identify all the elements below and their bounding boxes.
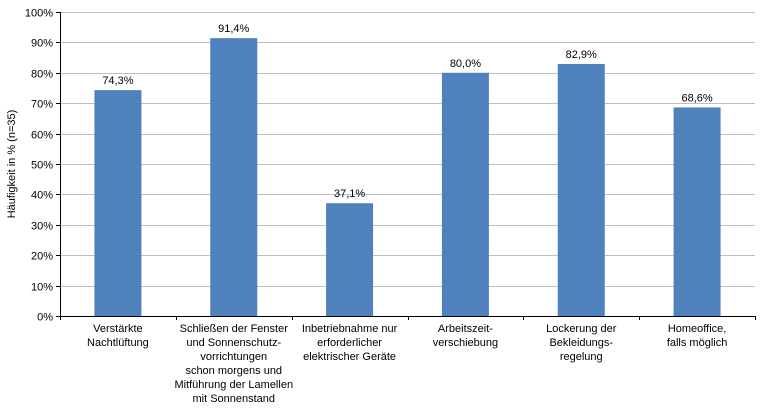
y-tick-label: 0% [37, 312, 53, 324]
data-label: 37,1% [334, 188, 365, 200]
y-tick-label: 60% [31, 130, 53, 142]
y-axis-title: Häufigkeit in % (n=35) [6, 110, 18, 219]
category-label: Homeoffice, falls möglich [667, 323, 728, 349]
data-label: 82,9% [566, 49, 597, 61]
bar [94, 90, 142, 317]
y-tick-label: 10% [31, 282, 53, 294]
data-label: 91,4% [218, 23, 249, 35]
x-axis-categories: Verstärkte Nachtlüftung Schließen der Fens… [60, 316, 756, 405]
data-labels: 74,3% 91,4% 37,1% 80,0% 82,9% 68,6% [102, 23, 713, 200]
bars [94, 38, 721, 317]
bar [557, 63, 605, 316]
y-tick-label: 70% [31, 99, 53, 111]
data-label: 74,3% [102, 75, 133, 87]
bar [210, 38, 258, 316]
y-tick-label: 50% [31, 160, 53, 172]
bar [441, 72, 489, 316]
y-axis-ticks: 0% 10% 20% 30% 40% 50% 60% 70% 80% 90% 100% [25, 8, 60, 324]
category-label: Arbeitszeit-verschiebung [433, 323, 498, 349]
bar [673, 107, 721, 317]
y-tick-label: 30% [31, 221, 53, 233]
y-tick-label: 80% [31, 69, 53, 81]
gridlines [60, 12, 755, 287]
y-tick-label: 20% [31, 251, 53, 263]
data-label: 68,6% [681, 92, 712, 104]
category-label: Schließen der Fenster und Sonnenschutz-vo… [174, 323, 293, 405]
category-label: Inbetriebnahme nur erforderlicher elektris… [302, 323, 398, 363]
y-tick-label: 40% [31, 190, 53, 202]
category-label: Verstärkte Nachtlüftung [87, 323, 149, 349]
bar [326, 203, 374, 316]
category-label: Lockerung der Bekleidungs-regelung [546, 323, 617, 363]
y-tick-label: 90% [31, 38, 53, 50]
y-tick-label: 100% [25, 8, 53, 20]
data-label: 80,0% [450, 58, 481, 70]
